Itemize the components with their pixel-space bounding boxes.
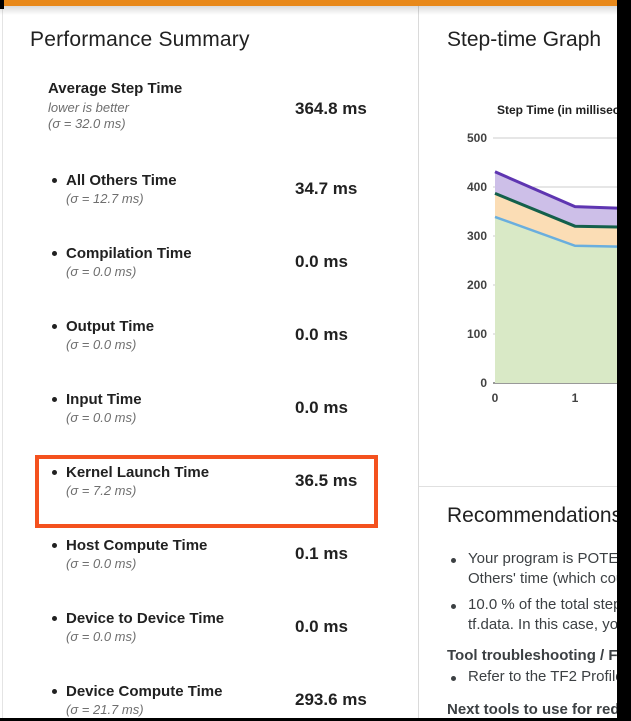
faq-heading: Tool troubleshooting / FAQ	[447, 647, 631, 664]
next-tools-heading: Next tools to use for reducing	[447, 701, 631, 718]
metric-sigma: (σ = 0.0 ms)	[66, 410, 137, 425]
bullet-icon	[451, 676, 456, 681]
recommendation-bullet2-line2: tf.data. In this case, you	[468, 616, 627, 633]
svg-text:400: 400	[467, 180, 487, 194]
svg-text:300: 300	[467, 229, 487, 243]
metric-value: 364.8 ms	[295, 99, 367, 118]
metric-sigma: (σ = 12.7 ms)	[66, 191, 144, 206]
kernel-launch-highlight-box	[35, 455, 378, 528]
metric-value: 0.0 ms	[295, 398, 348, 417]
metric-label: Input Time	[66, 391, 142, 408]
metric-note: lower is better	[48, 100, 129, 115]
metric-value: 0.0 ms	[295, 252, 348, 271]
performance-summary-title: Performance Summary	[30, 28, 250, 51]
metric-sigma: (σ = 7.2 ms)	[66, 483, 137, 498]
step-time-graph-title: Step-time Graph	[447, 28, 602, 51]
metric-label: Device Compute Time	[66, 683, 223, 700]
faq-bullet-line[interactable]: Refer to the TF2 Profiler FAQ	[468, 668, 631, 685]
bullet-icon	[451, 604, 456, 609]
metric-sigma: (σ = 0.0 ms)	[66, 264, 137, 279]
recommendations-heading: Recommendations	[447, 504, 623, 527]
svg-text:500: 500	[467, 131, 487, 145]
bullet-icon	[52, 689, 57, 694]
metric-label: All Others Time	[66, 172, 177, 189]
recommendation-bullet1-line2: Others' time (which could be	[468, 570, 631, 587]
svg-text:100: 100	[467, 327, 487, 341]
metric-sigma: (σ = 0.0 ms)	[66, 337, 137, 352]
metric-label: Average Step Time	[48, 80, 183, 97]
bullet-icon	[52, 178, 57, 183]
metric-label: Output Time	[66, 318, 155, 335]
panel-divider	[418, 6, 419, 721]
bullet-icon	[52, 251, 57, 256]
metric-sigma: (σ = 21.7 ms)	[66, 702, 144, 717]
metric-label: Compilation Time	[66, 245, 192, 262]
metric-sigma: (σ = 0.0 ms)	[66, 629, 137, 644]
metric-value: 36.5 ms	[295, 471, 358, 490]
metric-value: 34.7 ms	[295, 179, 358, 198]
left-card-edge	[2, 8, 3, 721]
metric-value: 293.6 ms	[295, 690, 367, 709]
bullet-icon	[52, 616, 57, 621]
bullet-icon	[52, 397, 57, 402]
recommendations-divider	[419, 486, 631, 487]
corner-notch	[0, 0, 4, 9]
bullet-icon	[52, 543, 57, 548]
svg-text:1: 1	[572, 391, 579, 405]
recommendation-bullet1-line1: Your program is POTENTIALLY	[468, 550, 631, 567]
metric-label: Host Compute Time	[66, 537, 208, 554]
svg-text:Step Time (in milliseconds): Step Time (in milliseconds)	[497, 103, 631, 117]
bottom-edge-strip	[0, 718, 631, 721]
metric-sigma: (σ = 0.0 ms)	[66, 556, 137, 571]
bullet-icon	[52, 470, 57, 475]
top-accent-bar	[0, 0, 631, 6]
metric-label: Device to Device Time	[66, 610, 225, 627]
metric-value: 0.0 ms	[295, 325, 348, 344]
bullet-icon	[451, 558, 456, 563]
metric-value: 0.0 ms	[295, 617, 348, 636]
svg-text:0: 0	[480, 376, 487, 390]
step-time-chart: 0 100 200 300 400 500 0 1 Step Time (in millisec…	[467, 103, 631, 405]
metric-label: Kernel Launch Time	[66, 464, 210, 481]
bullet-icon	[52, 324, 57, 329]
right-edge-strip	[617, 0, 631, 721]
metric-value: 0.1 ms	[295, 544, 348, 563]
svg-text:0: 0	[492, 391, 499, 405]
svg-text:200: 200	[467, 278, 487, 292]
metric-sigma: (σ = 32.0 ms)	[48, 116, 126, 131]
top-shadow	[0, 6, 631, 15]
recommendation-bullet2-line1: 10.0 % of the total step time	[468, 596, 631, 613]
